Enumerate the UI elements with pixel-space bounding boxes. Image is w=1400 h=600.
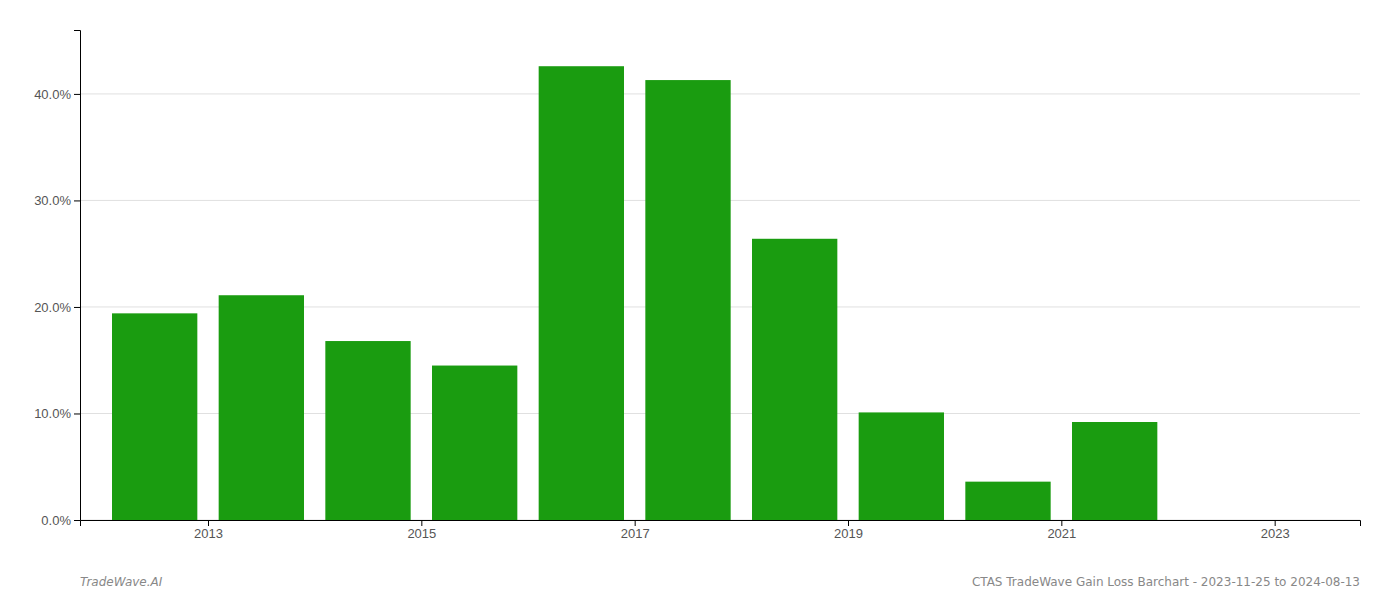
y-tick-label: 40.0%	[34, 87, 71, 102]
y-tick-label: 30.0%	[34, 193, 71, 208]
y-tick-label: 0.0%	[41, 513, 71, 528]
x-tick: 2017	[621, 520, 650, 541]
x-tick-label: 2023	[1261, 526, 1290, 541]
bar	[539, 66, 624, 520]
x-tick: 2013	[194, 520, 223, 541]
y-tick: 30.0%	[34, 193, 80, 208]
x-tick-mark	[848, 520, 849, 526]
bar	[325, 341, 410, 520]
y-tick-label: 20.0%	[34, 300, 71, 315]
bar	[645, 80, 730, 520]
y-tick-label: 10.0%	[34, 406, 71, 421]
bar	[219, 295, 304, 520]
bar	[965, 482, 1050, 520]
footer-right: CTAS TradeWave Gain Loss Barchart - 2023…	[972, 575, 1360, 589]
x-tick-mark	[208, 520, 209, 526]
y-tick: 20.0%	[34, 300, 80, 315]
bar	[752, 239, 837, 520]
x-tick-label: 2013	[194, 526, 223, 541]
footer-left: TradeWave.AI	[80, 575, 163, 589]
bar	[859, 412, 944, 520]
y-tick-mark	[74, 94, 80, 95]
y-tick: 10.0%	[34, 406, 80, 421]
bar	[112, 313, 197, 520]
bars	[112, 66, 1157, 520]
x-tick-mark	[635, 520, 636, 526]
x-tick-label: 2019	[834, 526, 863, 541]
y-axis: 0.0% 10.0% 20.0% 30.0% 40.0%	[34, 31, 80, 528]
x-axis: 2013 2015 2017 2019 2021 2023	[81, 520, 1361, 541]
x-tick-label: 2015	[407, 526, 436, 541]
x-tick: 2015	[407, 520, 436, 541]
x-tick-mark	[1275, 520, 1276, 526]
chart: 2013 2015 2017 2019 2021 2023 0.0% 10.0% 20.0% 30…	[0, 0, 1400, 600]
y-tick-mark	[74, 413, 80, 414]
y-tick-mark	[74, 520, 80, 521]
bar	[1179, 520, 1264, 521]
bar	[1072, 422, 1157, 520]
x-tick: 2021	[1047, 520, 1076, 541]
plot: 2013 2015 2017 2019 2021 2023 0.0% 10.0% 20.0% 30…	[34, 31, 1360, 542]
y-tick: 0.0%	[41, 513, 80, 528]
x-tick-mark	[421, 520, 422, 526]
bar	[432, 366, 517, 520]
x-tick-label: 2017	[621, 526, 650, 541]
y-tick-mark	[74, 307, 80, 308]
x-axis-line	[81, 521, 1361, 527]
x-tick-label: 2021	[1047, 526, 1076, 541]
y-axis-line	[74, 31, 81, 521]
x-tick: 2019	[834, 520, 863, 541]
x-tick-mark	[1061, 520, 1062, 526]
x-tick: 2023	[1261, 520, 1290, 541]
y-tick: 40.0%	[34, 87, 80, 102]
y-tick-mark	[74, 200, 80, 201]
